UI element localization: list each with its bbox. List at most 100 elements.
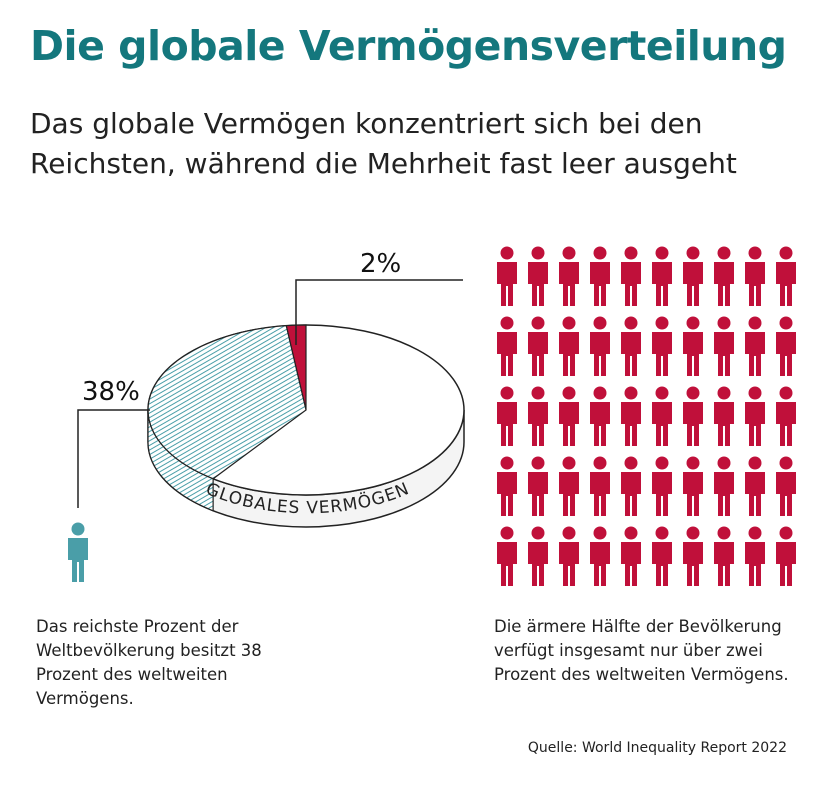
- poor-person-head: [779, 386, 793, 400]
- poor-person-head: [655, 316, 669, 330]
- poor-person-head: [686, 526, 700, 540]
- rich-note: Das reichste Prozent der Weltbevölkerung…: [36, 617, 262, 708]
- poor-person-head: [593, 456, 607, 470]
- poor-person-head: [655, 526, 669, 540]
- poor-person-body: [745, 332, 765, 376]
- poor-person-body: [559, 542, 579, 586]
- poor-person-head: [562, 246, 576, 260]
- poor-person-body: [559, 262, 579, 306]
- poor-person-body: [776, 262, 796, 306]
- poor-person-head: [748, 316, 762, 330]
- poor-person-head: [500, 386, 514, 400]
- poor-person-body: [528, 262, 548, 306]
- poor-person-body: [528, 472, 548, 516]
- poor-person-body: [497, 332, 517, 376]
- source: Quelle: World Inequality Report 2022: [527, 740, 787, 756]
- poor-person-body: [745, 262, 765, 306]
- poor-person-head: [717, 246, 731, 260]
- poor-person-body: [714, 542, 734, 586]
- poor-person-body: [683, 402, 703, 446]
- poor-person-head: [717, 316, 731, 330]
- poor-person-body: [621, 332, 641, 376]
- poor-person-head: [593, 526, 607, 540]
- poor-person-head: [655, 246, 669, 260]
- poor-person-head: [500, 316, 514, 330]
- poor-person-head: [593, 246, 607, 260]
- poor-person-head: [500, 246, 514, 260]
- poor-person-head: [624, 316, 638, 330]
- poor-person-body: [590, 542, 610, 586]
- poor-person-head: [531, 456, 545, 470]
- poor-person-body: [714, 472, 734, 516]
- value-label: 38%: [82, 377, 140, 407]
- poor-person-body: [621, 472, 641, 516]
- poor-person-head: [779, 526, 793, 540]
- poor-person-head: [624, 246, 638, 260]
- poor-person-body: [683, 262, 703, 306]
- poor-person-body: [683, 472, 703, 516]
- poor-person-body: [652, 472, 672, 516]
- poor-person-body: [683, 542, 703, 586]
- value-label: 2%: [360, 249, 401, 279]
- poor-person-head: [655, 456, 669, 470]
- poor-person-body: [714, 402, 734, 446]
- poor-person-head: [562, 526, 576, 540]
- poor-person-head: [562, 316, 576, 330]
- poor-person-body: [776, 472, 796, 516]
- poor-person-head: [779, 246, 793, 260]
- poor-person-head: [717, 456, 731, 470]
- poor-person-body: [497, 542, 517, 586]
- pie-slice-side: [147, 409, 214, 512]
- title: Die globale Vermögensverteilung: [30, 22, 787, 70]
- poor-person-body: [745, 542, 765, 586]
- poor-person-body: [652, 402, 672, 446]
- poor-person-body: [776, 542, 796, 586]
- poor-person-head: [593, 316, 607, 330]
- leader-line: [295, 279, 463, 345]
- poor-person-body: [621, 262, 641, 306]
- poor-person-body: [621, 542, 641, 586]
- subtitle: Das globale Vermögen konzentriert sich b…: [30, 107, 737, 180]
- poor-person-head: [531, 316, 545, 330]
- poor-person-head: [748, 456, 762, 470]
- poor-person-body: [683, 332, 703, 376]
- poor-person-body: [528, 402, 548, 446]
- poor-person-head: [748, 386, 762, 400]
- poor-person-head: [562, 386, 576, 400]
- poor-person-head: [500, 526, 514, 540]
- poor-person-head: [531, 246, 545, 260]
- leader-line: [77, 409, 150, 508]
- poor-person-head: [531, 386, 545, 400]
- poor-person-head: [686, 246, 700, 260]
- poor-person-body: [776, 402, 796, 446]
- poor-person-head: [717, 526, 731, 540]
- poor-person-body: [652, 542, 672, 586]
- rich-person-head: [71, 522, 85, 536]
- poor-person-body: [559, 402, 579, 446]
- poor-person-body: [528, 332, 548, 376]
- poor-person-body: [590, 262, 610, 306]
- poor-person-body: [652, 262, 672, 306]
- poor-person-head: [593, 386, 607, 400]
- poor-person-body: [714, 332, 734, 376]
- poor-person-body: [559, 332, 579, 376]
- poor-person-body: [497, 472, 517, 516]
- poor-person-body: [590, 332, 610, 376]
- poor-person-head: [500, 456, 514, 470]
- poor-person-head: [717, 386, 731, 400]
- poor-person-body: [621, 402, 641, 446]
- poor-person-head: [531, 526, 545, 540]
- poor-person-body: [652, 332, 672, 376]
- poor-person-body: [745, 472, 765, 516]
- poor-person-body: [528, 542, 548, 586]
- poor-person-head: [779, 456, 793, 470]
- poor-person-body: [776, 332, 796, 376]
- poor-person-head: [624, 526, 638, 540]
- poor-person-head: [779, 316, 793, 330]
- poor-person-head: [624, 386, 638, 400]
- poor-person-body: [559, 472, 579, 516]
- poor-person-head: [624, 456, 638, 470]
- poor-person-head: [655, 386, 669, 400]
